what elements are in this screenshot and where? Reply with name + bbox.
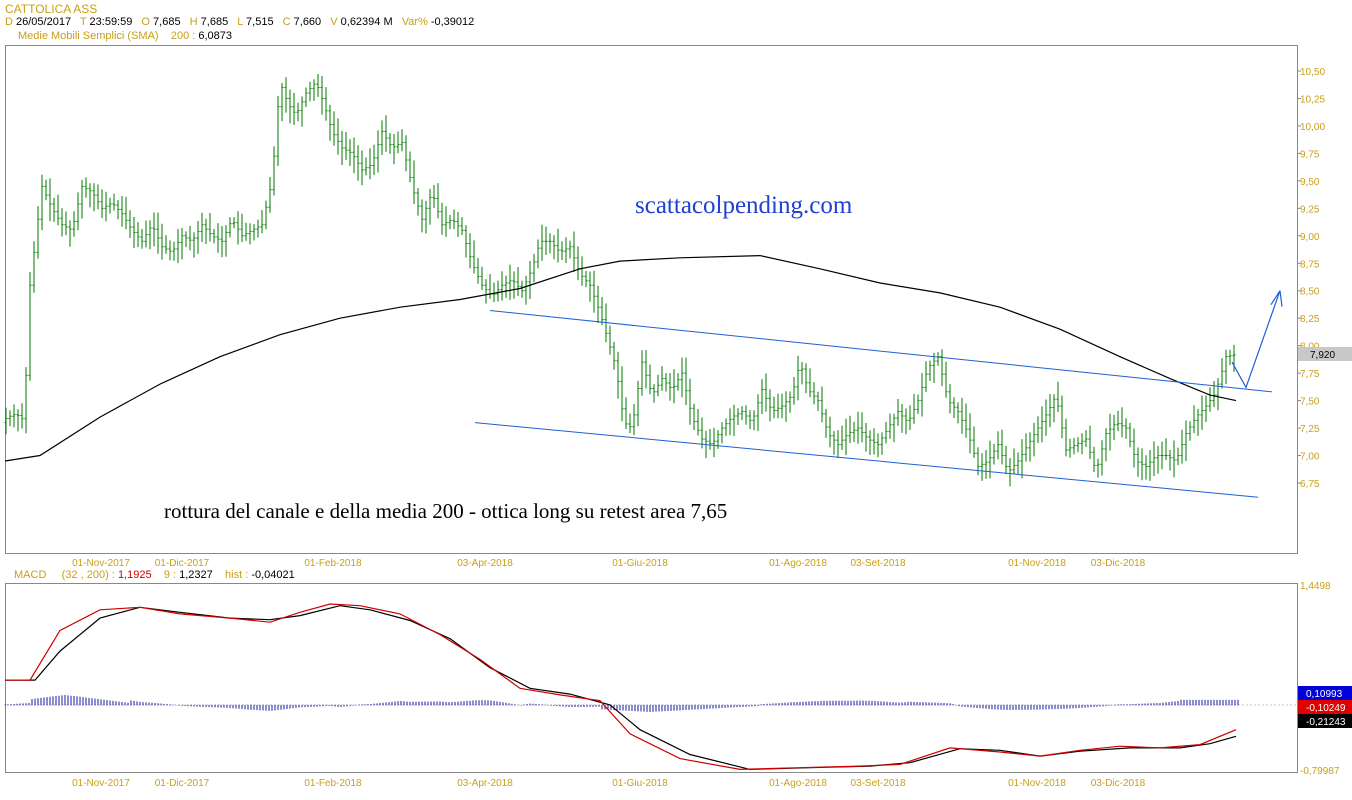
price-panel-frame <box>5 45 1298 554</box>
sma-label: Medie Mobili Semplici (SMA) <box>18 30 159 42</box>
x-tick-label: 01-Nov-2018 <box>1008 558 1066 569</box>
open-key: O <box>141 16 150 28</box>
signal-line <box>5 605 1237 771</box>
x-tick-label: 01-Ago-2018 <box>769 558 827 569</box>
open-value: 7,685 <box>153 16 181 28</box>
macd-value: 1,1925 <box>117 569 152 581</box>
y-tick-label: 9,75 <box>1300 149 1320 160</box>
x-tick-label: 03-Dic-2018 <box>1091 558 1146 569</box>
signal-badge <box>1298 714 1352 728</box>
y-tick-label: 8,75 <box>1300 259 1320 270</box>
sma-200-line <box>4 254 1237 462</box>
last-price-tag <box>1298 347 1352 361</box>
macd-axis-top: 1,4498 <box>1300 581 1331 592</box>
y-tick-label: 10,50 <box>1300 67 1325 78</box>
y-tick-label: 7,50 <box>1300 397 1320 408</box>
y-tick-label: 7,75 <box>1300 369 1320 380</box>
macd-label: MACD <box>14 569 47 581</box>
x-tick-label: 01-Nov-2017 <box>72 558 130 569</box>
signal-value: 1,2327 <box>179 569 213 581</box>
sma-value: 6,0873 <box>198 30 233 42</box>
high-value: 7,685 <box>200 16 229 28</box>
y-tick-label: 9,50 <box>1300 177 1320 188</box>
hist-label: hist : <box>225 569 249 581</box>
y-tick-label: 10,00 <box>1300 122 1325 133</box>
y-tick-label: 9,25 <box>1300 204 1320 215</box>
macd-x-tick-label: 01-Nov-2018 <box>1008 778 1066 789</box>
hist-badge-text: 0,10993 <box>1306 689 1343 700</box>
forecast-arrow-head <box>1270 290 1283 307</box>
low-value: 7,515 <box>246 16 274 28</box>
y-tick-label: 7,25 <box>1300 424 1320 435</box>
macd-x-tick-label: 01-Feb-2018 <box>304 778 362 789</box>
macd-badge <box>1298 700 1352 714</box>
forecast-arrow-line <box>1231 290 1281 389</box>
high-key: H <box>189 16 198 28</box>
macd-legend: MACD (32 , 200) : 1,1925 9 : 1,2327 hist… <box>14 569 295 581</box>
macd-x-tick-label: 03-Apr-2018 <box>457 778 513 789</box>
volume-key: V <box>330 16 338 28</box>
macd-x-tick-label: 01-Ago-2018 <box>769 778 827 789</box>
y-tick-label: 7,00 <box>1300 452 1320 463</box>
ohlc-info-bar: D 26/05/2017 T 23:59:59 O 7,685 H 7,685 … <box>5 16 480 28</box>
macd-axis-bottom: -0,79987 <box>1300 766 1340 777</box>
var-key: Var% <box>401 16 428 28</box>
y-tick-label: 8,50 <box>1300 287 1320 298</box>
x-tick-label: 03-Set-2018 <box>850 558 905 569</box>
macd-panel-frame <box>5 583 1298 773</box>
comment-text: rottura del canale e della media 200 - o… <box>164 499 727 523</box>
macd-badge-text: -0,10249 <box>1306 703 1346 714</box>
macd-plot <box>4 603 1297 771</box>
close-value: 7,660 <box>293 16 322 28</box>
time-value: 23:59:59 <box>89 16 133 28</box>
sma-period: 200 : <box>170 30 196 42</box>
x-tick-label: 01-Dic-2017 <box>155 558 210 569</box>
sma-legend: Medie Mobili Semplici (SMA) 200 : 6,0873 <box>18 30 232 42</box>
channel-lower-line <box>474 422 1259 498</box>
watermark-text: scattacolpending.com <box>635 192 853 219</box>
signal-label: 9 : <box>163 569 177 581</box>
hist-badge <box>1298 686 1352 700</box>
y-tick-label: 10,25 <box>1300 94 1325 105</box>
close-key: C <box>282 16 291 28</box>
var-value: -0,39012 <box>430 16 475 28</box>
last-price-text: 7,920 <box>1310 350 1335 361</box>
chart-title: CATTOLICA ASS <box>5 2 98 16</box>
volume-value: 0,62394 M <box>340 16 393 28</box>
macd-x-tick-label: 03-Set-2018 <box>850 778 905 789</box>
date-key: D <box>5 16 13 28</box>
x-tick-label: 01-Feb-2018 <box>304 558 362 569</box>
y-tick-label: 8,25 <box>1300 314 1320 325</box>
macd-x-tick-label: 01-Nov-2017 <box>72 778 130 789</box>
macd-params: (32 , 200) : <box>61 569 115 581</box>
y-tick-label: 9,00 <box>1300 232 1320 243</box>
x-tick-label: 01-Giu-2018 <box>612 558 668 569</box>
time-key: T <box>79 16 87 28</box>
channel-upper-line <box>489 310 1273 393</box>
x-tick-label: 03-Apr-2018 <box>457 558 513 569</box>
macd-x-tick-label: 01-Giu-2018 <box>612 778 668 789</box>
y-tick-label: 6,75 <box>1300 479 1320 490</box>
signal-badge-text: -0,21243 <box>1306 717 1346 728</box>
macd-x-tick-label: 03-Dic-2018 <box>1091 778 1146 789</box>
date-value: 26/05/2017 <box>16 16 72 28</box>
price-plot: 6,757,007,257,507,758,008,258,508,759,00… <box>4 67 1325 789</box>
macd-x-tick-label: 01-Dic-2017 <box>155 778 210 789</box>
low-key: L <box>237 16 243 28</box>
hist-value: -0,04021 <box>251 569 295 581</box>
macd-line <box>5 603 1237 771</box>
